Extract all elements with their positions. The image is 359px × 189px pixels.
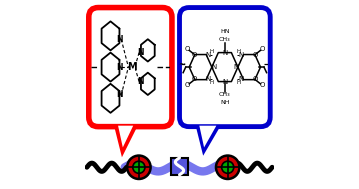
Polygon shape — [199, 127, 217, 149]
FancyBboxPatch shape — [180, 8, 270, 127]
Circle shape — [133, 161, 145, 173]
Circle shape — [222, 161, 234, 173]
Polygon shape — [117, 127, 134, 149]
Circle shape — [127, 156, 150, 179]
FancyBboxPatch shape — [89, 8, 172, 127]
Polygon shape — [118, 126, 133, 147]
Circle shape — [216, 156, 239, 179]
FancyBboxPatch shape — [171, 158, 188, 175]
Polygon shape — [199, 126, 216, 147]
